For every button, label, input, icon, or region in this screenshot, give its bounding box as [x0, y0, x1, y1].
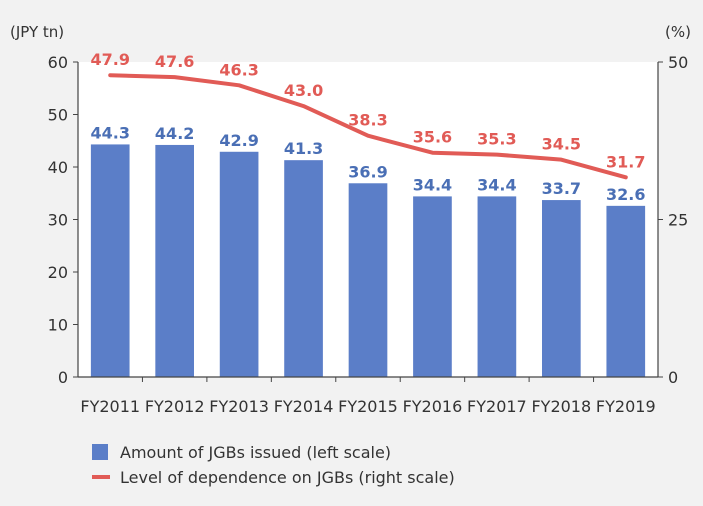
right-tick-label: 0: [668, 368, 678, 387]
right-axis-tick-labels: 0 25 50: [668, 53, 688, 387]
bar-label-FY2012: 44.2: [155, 124, 194, 143]
line-label-FY2019: 31.7: [606, 152, 645, 171]
bar-FY2013: [219, 151, 259, 377]
bar-label-FY2017: 34.4: [477, 175, 516, 194]
line-label-FY2018: 34.5: [542, 135, 581, 154]
line-label-FY2012: 47.6: [155, 52, 194, 71]
x-tick-label: FY2017: [467, 397, 527, 416]
line-label-FY2011: 47.9: [90, 50, 129, 69]
bar-FY2018: [542, 200, 581, 377]
bar-label-FY2019: 32.6: [606, 185, 645, 204]
left-tick-label: 40: [48, 158, 68, 177]
left-axis-unit: (JPY tn): [10, 23, 64, 41]
dependence-line: [108, 73, 628, 180]
bar-FY2017: [477, 196, 517, 377]
axes: [73, 61, 663, 382]
right-tick-label: 50: [668, 53, 688, 72]
left-axis-tick-labels: 0 10 20 30 40 50 60: [48, 53, 68, 387]
bar-FY2011: [90, 144, 130, 377]
line-label-FY2017: 35.3: [477, 130, 516, 149]
bar-FY2019: [606, 205, 646, 377]
left-tick-label: 0: [58, 368, 68, 387]
x-tick-label: FY2015: [338, 397, 398, 416]
line-label-FY2014: 43.0: [284, 81, 323, 100]
bar-label-FY2011: 44.3: [90, 123, 129, 142]
line-label-FY2013: 46.3: [219, 60, 258, 79]
bar-FY2014: [284, 160, 323, 377]
bar-label-FY2018: 33.7: [542, 179, 581, 198]
right-axis-unit: (%): [665, 23, 691, 41]
left-tick-label: 20: [48, 263, 68, 282]
left-tick-label: 30: [48, 211, 68, 230]
bar-label-FY2014: 41.3: [284, 139, 323, 158]
x-tick-label: FY2012: [145, 397, 205, 416]
bar-series: [90, 144, 646, 377]
line-label-FY2016: 35.6: [413, 128, 452, 147]
bar-FY2015: [348, 183, 388, 377]
x-tick-label: FY2016: [403, 397, 463, 416]
bar-label-FY2016: 34.4: [413, 175, 452, 194]
left-tick-label: 10: [48, 316, 68, 335]
x-tick-label: FY2019: [596, 397, 656, 416]
line-label-FY2015: 38.3: [348, 111, 387, 130]
legend-bar-label: Amount of JGBs issued (left scale): [120, 443, 391, 462]
bar-label-FY2013: 42.9: [219, 131, 258, 150]
x-tick-label: FY2011: [80, 397, 140, 416]
x-tick-label: FY2014: [274, 397, 334, 416]
x-axis-tick-labels: FY2011 FY2012 FY2013 FY2014 FY2015 FY2016 FY20…: [80, 397, 655, 416]
bar-data-labels: 44.3 44.2 42.9 41.3 36.9 34.4 34.4 33.7 32.6: [90, 123, 645, 203]
legend-line-label: Level of dependence on JGBs (right scale…: [120, 468, 455, 487]
legend-bar-swatch: [92, 444, 108, 460]
bar-label-FY2015: 36.9: [348, 162, 387, 181]
x-tick-label: FY2018: [531, 397, 591, 416]
right-tick-label: 25: [668, 211, 688, 230]
line-data-labels: 47.9 47.6 46.3 43.0 38.3 35.6 35.3 34.5 31.7: [90, 50, 645, 171]
x-tick-label: FY2013: [209, 397, 269, 416]
bar-FY2012: [155, 144, 194, 377]
bar-FY2016: [413, 196, 452, 377]
legend: Amount of JGBs issued (left scale) Level…: [92, 443, 455, 487]
left-tick-label: 60: [48, 53, 68, 72]
left-tick-label: 50: [48, 106, 68, 125]
